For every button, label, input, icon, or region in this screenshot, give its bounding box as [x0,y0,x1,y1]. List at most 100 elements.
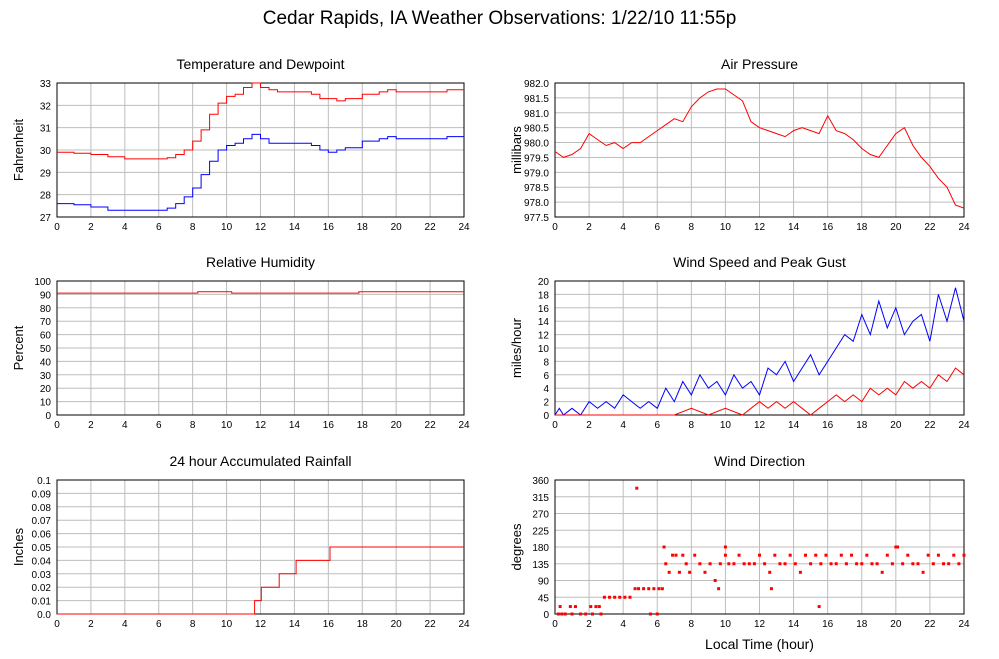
direction-y-tick-label: 0 [543,610,549,621]
direction-point [660,587,664,591]
rain-y-tick-label: 0.03 [32,570,52,581]
wind-x-tick-label: 2 [586,420,592,431]
temp-y-tick-label: 31 [40,124,52,135]
pressure-y-tick-label: 978.5 [524,183,549,194]
direction-point [579,612,583,616]
direction-point [890,562,894,566]
direction-y-axis-label: degrees [509,523,524,570]
temp-x-tick-label: 10 [221,222,233,233]
direction-point [667,570,671,574]
rain-x-tick-label: 18 [357,619,369,630]
rain-y-tick-label: 0.06 [32,530,52,541]
direction-point [677,570,681,574]
rain-y-tick-label: 0.08 [32,503,52,514]
rain-x-tick-label: 4 [122,619,128,630]
pressure-x-tick-label: 0 [552,222,558,233]
rain-y-tick-label: 0.04 [32,556,52,567]
direction-point [952,553,956,557]
direction-point [875,562,879,566]
temp-series-line-1 [57,133,464,211]
direction-point [901,562,905,566]
pressure-y-tick-label: 979.0 [524,168,549,179]
direction-x-tick-label: 18 [856,619,868,630]
direction-point [855,562,859,566]
rain-y-tick-label: 0.01 [32,597,52,608]
temp-x-tick-label: 2 [88,222,94,233]
direction-point [684,562,688,566]
temp-title: Temperature and Dewpoint [176,56,344,72]
humidity-x-tick-label: 22 [425,420,437,431]
direction-point [655,612,659,616]
pressure-x-tick-label: 10 [720,222,732,233]
direction-point [844,562,848,566]
direction-point [647,587,651,591]
humidity-y-tick-label: 60 [40,331,52,342]
humidity-y-axis-label: Percent [11,325,26,370]
humidity-frame [56,280,465,416]
direction-point [850,553,854,557]
rain-x-tick-label: 0 [54,619,60,630]
direction-point [742,562,746,566]
direction-point [773,553,777,557]
pressure-y-tick-label: 980.5 [524,124,549,135]
direction-point [763,562,767,566]
direction-point [957,562,961,566]
direction-point [727,562,731,566]
temp-x-tick-label: 12 [255,222,267,233]
wind-x-tick-label: 20 [890,420,902,431]
humidity-x-tick-label: 18 [357,420,369,431]
direction-point [732,562,736,566]
direction-point [931,562,935,566]
direction-point [652,587,656,591]
temp-y-axis-label: Fahrenheit [11,119,26,182]
direction-point [896,545,900,549]
direction-point [783,562,787,566]
direction-point [608,595,612,599]
temp-x-tick-label: 6 [156,222,162,233]
direction-point [829,562,833,566]
temp-y-tick-label: 27 [40,213,52,224]
pressure-x-tick-label: 16 [822,222,834,233]
humidity-y-tick-label: 50 [40,344,52,355]
rain-y-tick-label: 0.05 [32,543,52,554]
direction-point [737,553,741,557]
direction-point [718,562,722,566]
page-title: Cedar Rapids, IA Weather Observations: 1… [262,8,737,29]
pressure-x-tick-label: 18 [856,222,868,233]
wind-y-tick-label: 14 [538,317,550,328]
wind-x-tick-label: 10 [720,420,732,431]
wind-x-tick-label: 18 [856,420,868,431]
direction-point [942,562,946,566]
direction-point [916,562,920,566]
wind-y-tick-label: 2 [543,398,549,409]
wind-y-tick-label: 18 [538,290,550,301]
wind-x-tick-label: 4 [620,420,626,431]
temp-y-tick-label: 32 [40,101,52,112]
temp-x-tick-label: 20 [391,222,403,233]
wind-y-tick-label: 8 [543,357,549,368]
pressure-y-tick-label: 978.0 [524,198,549,209]
direction-point [798,570,802,574]
pressure-y-tick-label: 979.5 [524,153,549,164]
wind-x-tick-label: 8 [689,420,695,431]
direction-point [602,595,606,599]
direction-point [703,570,707,574]
direction-point [568,605,572,609]
direction-point [589,605,593,609]
rain-y-tick-label: 0.09 [32,489,52,500]
direction-frame [554,479,965,615]
direction-point [597,605,601,609]
pressure-y-tick-label: 981.0 [524,109,549,120]
direction-x-axis-label: Local Time (hour) [705,636,814,652]
direction-point [628,595,632,599]
wind-title: Wind Speed and Peak Gust [673,254,846,270]
direction-y-tick-label: 135 [532,560,549,571]
direction-y-tick-label: 180 [532,543,549,554]
direction-title: Wind Direction [714,453,805,469]
direction-x-tick-label: 24 [958,619,970,630]
direction-point [788,553,792,557]
humidity-x-tick-label: 10 [221,420,233,431]
rain-x-tick-label: 6 [156,619,162,630]
